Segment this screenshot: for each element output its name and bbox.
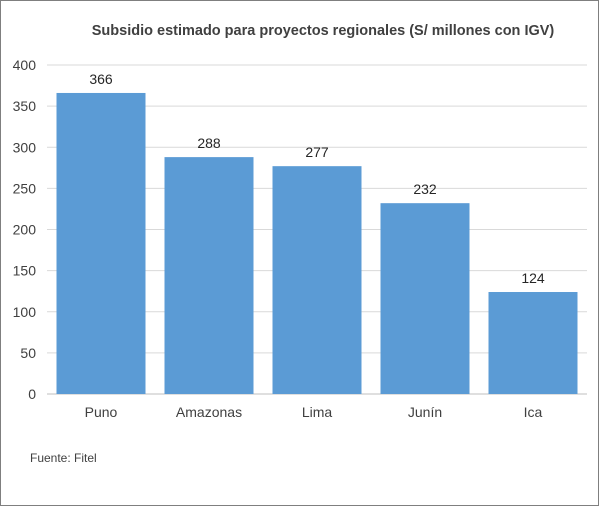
data-label: 277 [305,144,329,160]
data-label: 288 [197,135,221,151]
y-tick-label: 0 [28,386,36,402]
x-axis-labels: Puno Amazonas Lima Junín Ica [85,404,543,420]
data-label: 366 [89,71,113,87]
bar [56,92,146,394]
x-tick-label: Lima [302,404,333,420]
data-labels: 366 288 277 232 124 [89,71,545,286]
y-tick-label: 350 [13,98,37,114]
bar [272,166,362,394]
y-tick-label: 200 [13,222,37,238]
x-tick-label: Ica [524,404,543,420]
bar [164,157,254,394]
data-label: 124 [521,270,545,286]
y-tick-label: 300 [13,139,37,155]
bar [488,292,578,394]
source-note: Fuente: Fitel [30,451,97,465]
x-tick-label: Puno [85,404,118,420]
bars-group [56,92,578,394]
y-axis-labels: 0 50 100 150 200 250 300 350 400 [13,57,37,402]
y-tick-label: 400 [13,57,37,73]
y-tick-label: 50 [20,345,36,361]
y-tick-label: 100 [13,304,37,320]
bar [380,203,470,394]
x-tick-label: Amazonas [176,404,242,420]
chart-title: Subsidio estimado para proyectos regiona… [91,23,555,39]
y-tick-label: 150 [13,263,37,279]
y-tick-label: 250 [13,180,37,196]
data-label: 232 [413,181,437,197]
x-tick-label: Junín [408,404,442,420]
